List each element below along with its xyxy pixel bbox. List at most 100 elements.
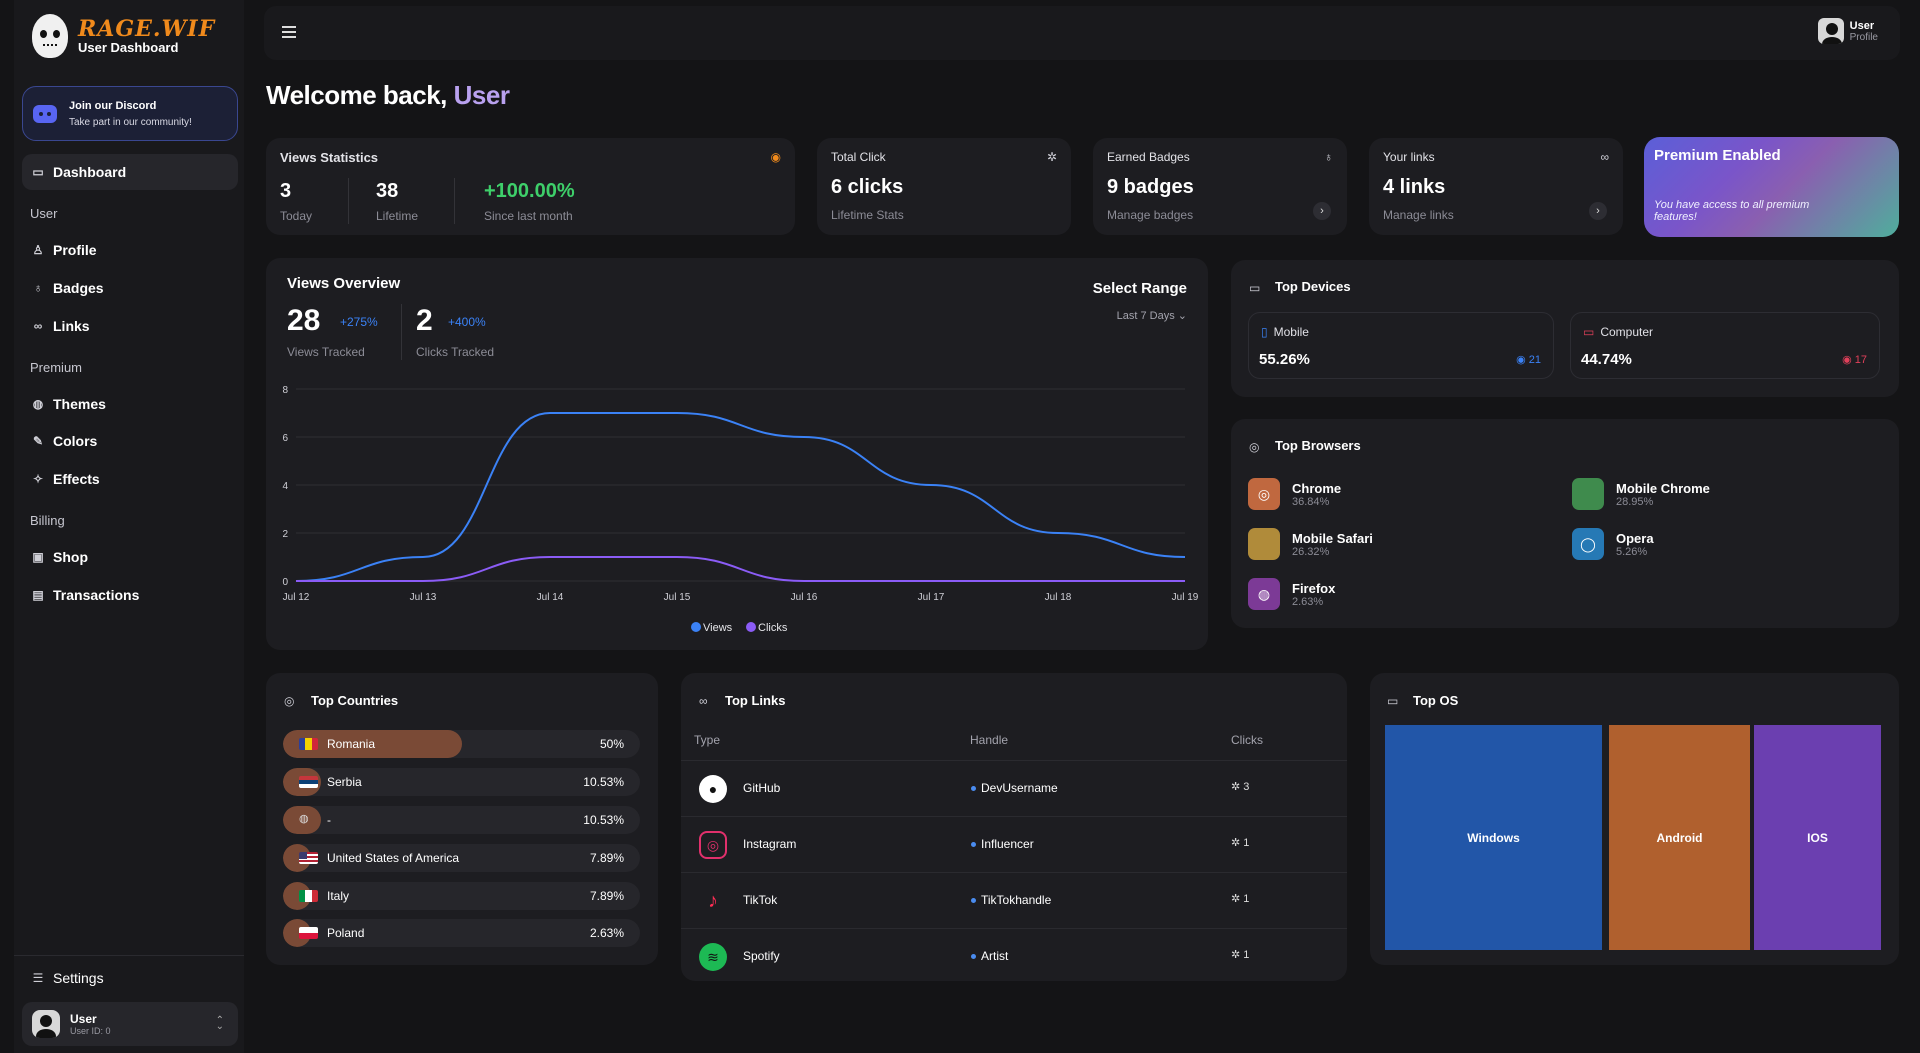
clicks-tracked-value: 2 bbox=[416, 304, 433, 337]
country-name: - bbox=[327, 813, 331, 827]
views-tracked-change: +275% bbox=[340, 315, 378, 329]
sidebar-item-settings[interactable]: ☰ Settings bbox=[22, 960, 238, 996]
safari-icon bbox=[1248, 528, 1280, 560]
tiktok-icon: ♪ bbox=[708, 889, 718, 912]
browser-percent: 5.26% bbox=[1616, 545, 1648, 558]
total-click-card: Total Click ✲ 6 clicks Lifetime Stats bbox=[817, 138, 1071, 235]
link-handle: TikTokhandle bbox=[971, 893, 1051, 907]
user-switcher[interactable]: User User ID: 0 ⌃ ⌄ bbox=[22, 1002, 238, 1046]
country-percent: 10.53% bbox=[583, 813, 624, 827]
brush-icon: ✎ bbox=[32, 434, 44, 448]
country-name: Serbia bbox=[327, 775, 362, 789]
country-name: Italy bbox=[327, 889, 350, 903]
table-row[interactable]: ● GitHub DevUsername ✲ 3 bbox=[681, 760, 1347, 816]
section-billing: Billing bbox=[30, 513, 65, 528]
data-point-clicks bbox=[1184, 580, 1187, 583]
country-percent: 7.89% bbox=[589, 851, 624, 865]
profile-menu[interactable]: User Profile bbox=[1817, 18, 1878, 44]
y-tick-label: 4 bbox=[282, 481, 288, 492]
profile-name: User bbox=[1849, 19, 1875, 32]
welcome-name: User bbox=[453, 80, 510, 110]
card-title: Total Click bbox=[831, 150, 886, 164]
browser-item: Mobile Safari 26.32% bbox=[1248, 528, 1373, 560]
cursor-click-icon: ✲ bbox=[1231, 781, 1241, 793]
your-links-card[interactable]: Your links ∞ 4 links Manage links › bbox=[1369, 138, 1623, 235]
github-icon: ● bbox=[699, 775, 727, 803]
avatar bbox=[32, 1010, 60, 1038]
chevron-right-icon[interactable]: › bbox=[1589, 202, 1607, 220]
range-select[interactable]: Last 7 Days ⌄ bbox=[1117, 309, 1187, 322]
section-premium: Premium bbox=[30, 360, 83, 375]
device-mobile: ▯ Mobile 55.26% ◉ 21 bbox=[1248, 312, 1554, 379]
premium-title: Premium Enabled bbox=[1654, 147, 1781, 164]
data-point-views bbox=[930, 484, 933, 487]
link-handle: Artist bbox=[971, 949, 1008, 963]
link-handle: Influencer bbox=[971, 837, 1034, 851]
your-links-value: 4 links bbox=[1383, 176, 1446, 198]
sidebar-item-transactions[interactable]: ▤ Transactions bbox=[22, 577, 238, 613]
sidebar-item-effects[interactable]: ✧ Effects bbox=[22, 461, 238, 497]
earned-badges-card[interactable]: Earned Badges ♁ 9 badges Manage badges › bbox=[1093, 138, 1347, 235]
country-percent: 7.89% bbox=[589, 889, 624, 903]
data-point-views bbox=[1057, 532, 1060, 535]
table-row[interactable]: ≋ Spotify Artist ✲ 1 bbox=[681, 928, 1347, 980]
romania-flag-icon bbox=[299, 738, 318, 750]
country-name: Poland bbox=[327, 926, 365, 940]
menu-icon[interactable] bbox=[282, 26, 296, 38]
sidebar-item-label: Dashboard bbox=[53, 164, 127, 180]
device-views-count: 17 bbox=[1854, 354, 1867, 366]
link-clicks-count: 3 bbox=[1243, 781, 1250, 793]
data-point-views bbox=[676, 412, 679, 415]
avatar bbox=[1817, 18, 1844, 44]
table-row[interactable]: ◎ Instagram Influencer ✲ 1 bbox=[681, 816, 1347, 872]
palette-icon: ◍ bbox=[32, 397, 44, 411]
poland-flag-icon bbox=[299, 927, 318, 939]
sidebar-divider bbox=[14, 955, 244, 956]
user-icon: ♙ bbox=[32, 243, 44, 257]
device-computer: ▭ Computer 44.74% ◉ 17 bbox=[1570, 312, 1880, 379]
sidebar-item-label: Transactions bbox=[53, 587, 140, 603]
country-row: Italy 7.89% bbox=[283, 882, 640, 910]
eye-icon: ◉ bbox=[1842, 354, 1852, 366]
column-header-type: Type bbox=[694, 733, 721, 747]
sidebar-item-shop[interactable]: ▣ Shop bbox=[22, 539, 238, 575]
sidebar-item-label: Themes bbox=[53, 396, 106, 412]
views-tracked-label: Views Tracked bbox=[287, 345, 365, 359]
smartphone-icon: ▯ bbox=[1261, 325, 1268, 339]
cursor-click-icon: ✲ bbox=[1046, 150, 1057, 164]
table-row[interactable]: ♪ TikTok TikTokhandle ✲ 1 bbox=[681, 872, 1347, 928]
x-tick-label: Jul 17 bbox=[918, 592, 945, 603]
discord-subtitle: Take part in our community! bbox=[69, 116, 192, 128]
data-point-clicks bbox=[1057, 580, 1060, 583]
sidebar-item-themes[interactable]: ◍ Themes bbox=[22, 386, 238, 422]
x-tick-label: Jul 14 bbox=[537, 592, 564, 603]
column-header-handle: Handle bbox=[970, 733, 1009, 747]
brand[interactable]: RAGE.WIF User Dashboard bbox=[32, 14, 215, 58]
series-line-views bbox=[295, 412, 1186, 582]
browser-name: Firefox bbox=[1292, 580, 1336, 596]
select-range-title: Select Range bbox=[1092, 280, 1187, 297]
device-percent: 55.26% bbox=[1259, 351, 1310, 368]
divider bbox=[401, 304, 402, 360]
views-statistics-card: Views Statistics ◉ 3 Today 38 Lifetime +… bbox=[266, 138, 795, 235]
data-point-clicks bbox=[930, 580, 933, 583]
views-tracked-value: 28 bbox=[287, 304, 321, 337]
device-percent: 44.74% bbox=[1581, 351, 1632, 368]
card-title: Top Countries bbox=[311, 693, 399, 708]
sidebar-item-links[interactable]: ∞ Links bbox=[22, 308, 238, 344]
sidebar-item-dashboard[interactable]: ▭ Dashboard bbox=[22, 154, 238, 190]
sidebar-item-profile[interactable]: ♙ Profile bbox=[22, 232, 238, 268]
sidebar-item-label: Shop bbox=[53, 549, 88, 565]
top-links-card: ∞ Top Links bbox=[681, 673, 1347, 981]
sidebar-item-badges[interactable]: ♁ Badges bbox=[22, 270, 238, 306]
earned-badges-sub: Manage badges bbox=[1107, 208, 1194, 222]
discord-banner[interactable]: Join our Discord Take part in our commun… bbox=[22, 86, 238, 141]
link-type: Instagram bbox=[743, 837, 797, 851]
sidebar-item-colors[interactable]: ✎ Colors bbox=[22, 423, 238, 459]
chevron-right-icon[interactable]: › bbox=[1313, 202, 1331, 220]
card-title: Top OS bbox=[1413, 693, 1459, 708]
country-row: Serbia 10.53% bbox=[283, 768, 640, 796]
monitor-icon: ▭ bbox=[1583, 325, 1595, 339]
browser-item: ◯ Opera 5.26% bbox=[1572, 528, 1654, 560]
country-percent: 10.53% bbox=[583, 775, 624, 789]
